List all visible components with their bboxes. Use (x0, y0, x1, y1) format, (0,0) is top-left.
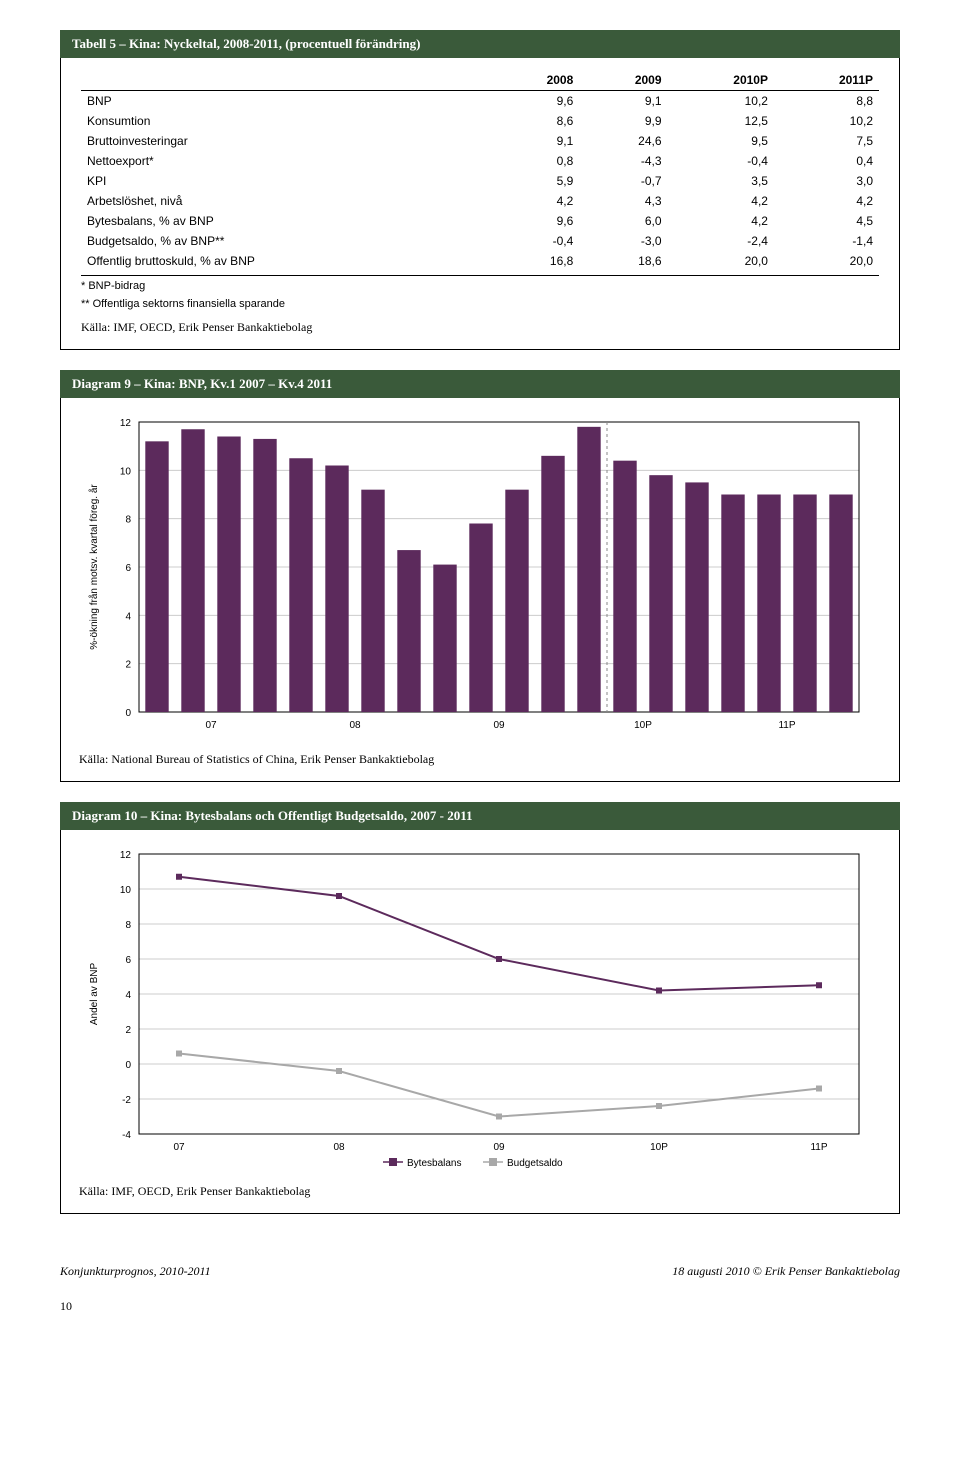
table-row: KPI5,9-0,73,53,0 (81, 171, 879, 191)
diagram9-chart: 0 2 4 6 8 10 12 07 08 09 10P 11P %-ökning från motsv… (79, 412, 879, 742)
svg-text:10: 10 (120, 466, 132, 477)
svg-text:4: 4 (125, 611, 131, 622)
diagram10-source: Källa: IMF, OECD, Erik Penser Bankaktieb… (79, 1184, 881, 1199)
svg-text:08: 08 (333, 1142, 345, 1153)
diagram10-chart: -4 -2 0 2 4 6 8 10 12 07 08 09 10P 11P Andel av BNP Byt… (79, 844, 879, 1174)
svg-text:4: 4 (125, 990, 131, 1001)
table5-note1: * BNP-bidrag (81, 275, 879, 292)
table5-header-cell: 2008 (491, 70, 579, 91)
svg-text:Bytesbalans: Bytesbalans (407, 1158, 461, 1169)
table5-header-cell: 2011P (774, 70, 879, 91)
svg-text:12: 12 (120, 418, 132, 429)
table-row: Bytesbalans, % av BNP9,66,04,24,5 (81, 211, 879, 231)
svg-text:Budgetsaldo: Budgetsaldo (507, 1158, 563, 1169)
diagram9-container: 0 2 4 6 8 10 12 07 08 09 10P 11P %-ökning från motsv… (60, 398, 900, 782)
table-row: Bruttoinvesteringar9,124,69,57,5 (81, 131, 879, 151)
svg-text:09: 09 (493, 1142, 505, 1153)
table5-header-cell: 2009 (579, 70, 667, 91)
svg-text:07: 07 (173, 1142, 185, 1153)
table-row: Arbetslöshet, nivå4,24,34,24,2 (81, 191, 879, 211)
table-row: Nettoexport*0,8-4,3-0,40,4 (81, 151, 879, 171)
svg-text:6: 6 (125, 955, 131, 966)
svg-text:07: 07 (205, 720, 217, 731)
svg-text:11P: 11P (810, 1142, 827, 1153)
table5-title: Tabell 5 – Kina: Nyckeltal, 2008-2011, (… (60, 30, 900, 58)
svg-text:-2: -2 (122, 1095, 131, 1106)
table-row: BNP9,69,110,28,8 (81, 91, 879, 112)
svg-text:2: 2 (125, 1025, 131, 1036)
table5-source: Källa: IMF, OECD, Erik Penser Bankaktieb… (81, 320, 879, 335)
svg-text:8: 8 (125, 920, 131, 931)
page-footer: Konjunkturprognos, 2010-2011 18 augusti … (60, 1264, 900, 1279)
svg-text:08: 08 (349, 720, 361, 731)
svg-text:0: 0 (125, 1060, 131, 1071)
svg-text:09: 09 (493, 720, 505, 731)
diagram9-title: Diagram 9 – Kina: BNP, Kv.1 2007 – Kv.4 … (60, 370, 900, 398)
table5-note2: ** Offentliga sektorns finansiella spara… (81, 298, 879, 310)
svg-text:2: 2 (125, 660, 131, 671)
svg-text:Andel av BNP: Andel av BNP (89, 963, 100, 1026)
diagram10-title: Diagram 10 – Kina: Bytesbalans och Offen… (60, 802, 900, 830)
table-row: Offentlig bruttoskuld, % av BNP16,818,62… (81, 251, 879, 271)
svg-text:-4: -4 (122, 1130, 131, 1141)
svg-text:12: 12 (120, 850, 132, 861)
diagram10-container: -4 -2 0 2 4 6 8 10 12 07 08 09 10P 11P Andel av BNP Byt… (60, 830, 900, 1214)
footer-right: 18 augusti 2010 © Erik Penser Bankaktieb… (672, 1264, 900, 1279)
svg-text:8: 8 (125, 515, 131, 526)
svg-text:11P: 11P (778, 720, 795, 731)
svg-text:0: 0 (125, 708, 131, 719)
svg-text:%-ökning från motsv. kvartal f: %-ökning från motsv. kvartal föreg. år (88, 484, 100, 650)
svg-text:10: 10 (120, 885, 132, 896)
table-row: Konsumtion8,69,912,510,2 (81, 111, 879, 131)
table5-container: 200820092010P2011P BNP9,69,110,28,8Konsu… (60, 58, 900, 350)
diagram9-source: Källa: National Bureau of Statistics of … (79, 752, 881, 767)
table-row: Budgetsaldo, % av BNP**-0,4-3,0-2,4-1,4 (81, 231, 879, 251)
svg-text:10P: 10P (650, 1142, 668, 1153)
table5-header-cell (81, 70, 491, 91)
page-number: 10 (60, 1299, 900, 1314)
footer-left: Konjunkturprognos, 2010-2011 (60, 1264, 211, 1279)
table5-header-cell: 2010P (668, 70, 774, 91)
svg-text:10P: 10P (634, 720, 652, 731)
svg-text:6: 6 (125, 563, 131, 574)
table5: 200820092010P2011P BNP9,69,110,28,8Konsu… (81, 70, 879, 271)
